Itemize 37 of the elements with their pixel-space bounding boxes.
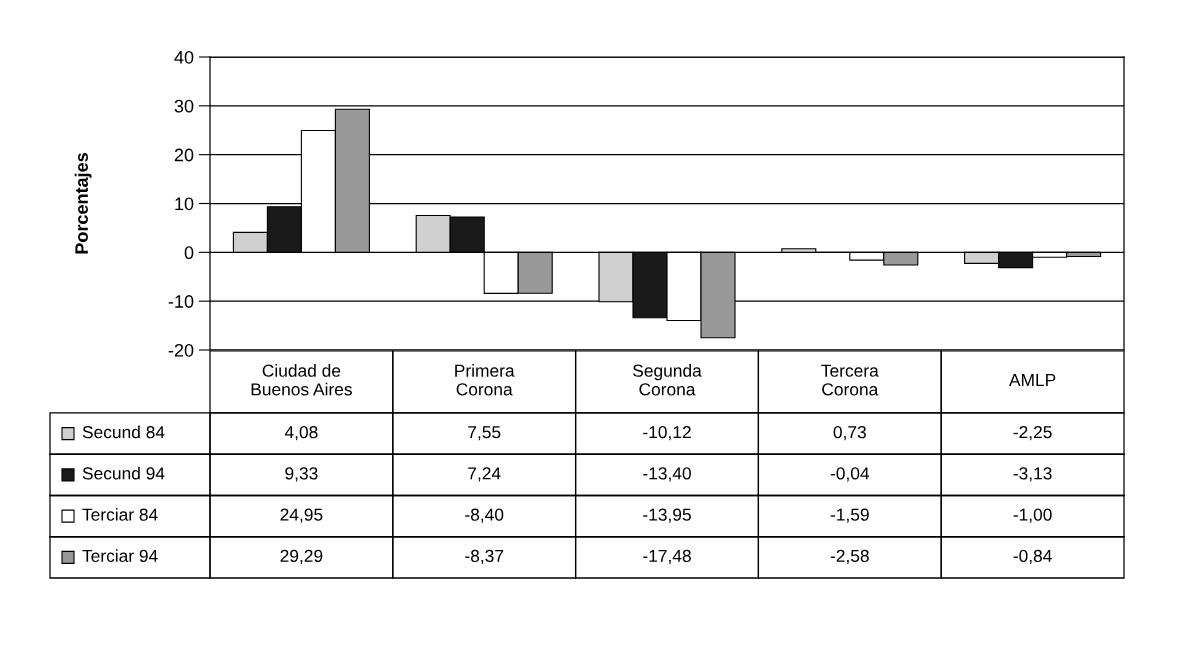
- y-tick-label: 20: [174, 148, 194, 162]
- data-label: -8,37: [465, 549, 504, 565]
- data-label: -3,13: [1013, 467, 1052, 482]
- y-tick-label: 10: [175, 197, 194, 211]
- data-label: -0,04: [830, 467, 870, 482]
- data-label: 24,95: [280, 508, 323, 523]
- y-tick-label: 30: [174, 99, 194, 113]
- data-label: 7,55: [468, 426, 501, 441]
- data-label: -2,58: [830, 549, 869, 565]
- data-label: 7,24: [468, 467, 501, 482]
- data-label: -1,00: [1013, 508, 1052, 523]
- legend-label: Terciar 94: [82, 549, 158, 563]
- data-label: 29,29: [280, 549, 323, 565]
- data-label: -0,84: [1013, 549, 1052, 565]
- x-tick-label: AMLP: [1009, 374, 1056, 386]
- data-label: -13,40: [643, 467, 691, 482]
- y-tick-label: 40: [174, 50, 194, 64]
- data-label: -1,59: [830, 508, 869, 523]
- data-label: -8,40: [465, 508, 504, 523]
- y-tick-label: -20: [168, 343, 194, 357]
- data-label: -2,25: [1013, 425, 1052, 441]
- x-tick-label: Ciudad de Buenos Aires: [251, 364, 352, 396]
- data-label: -13,95: [643, 508, 691, 523]
- legend-label: Secund 84: [82, 425, 165, 439]
- data-label: 9,33: [285, 467, 318, 482]
- data-label: 0,73: [833, 425, 866, 441]
- y-tick-label: -10: [168, 295, 194, 308]
- x-tick-label: Tercera Corona: [821, 364, 879, 396]
- data-label: -10,12: [643, 425, 691, 441]
- x-tick-label: Primera Corona: [455, 364, 515, 396]
- data-label: 4,08: [284, 425, 318, 441]
- data-label: -17,48: [643, 549, 691, 565]
- y-axis-title: Porcentajes: [74, 153, 92, 254]
- x-tick-label: Segunda Corona: [633, 364, 702, 396]
- legend-label: Secund 94: [82, 466, 165, 480]
- y-tick-label: 0: [184, 246, 194, 260]
- legend-label: Terciar 84: [82, 508, 158, 521]
